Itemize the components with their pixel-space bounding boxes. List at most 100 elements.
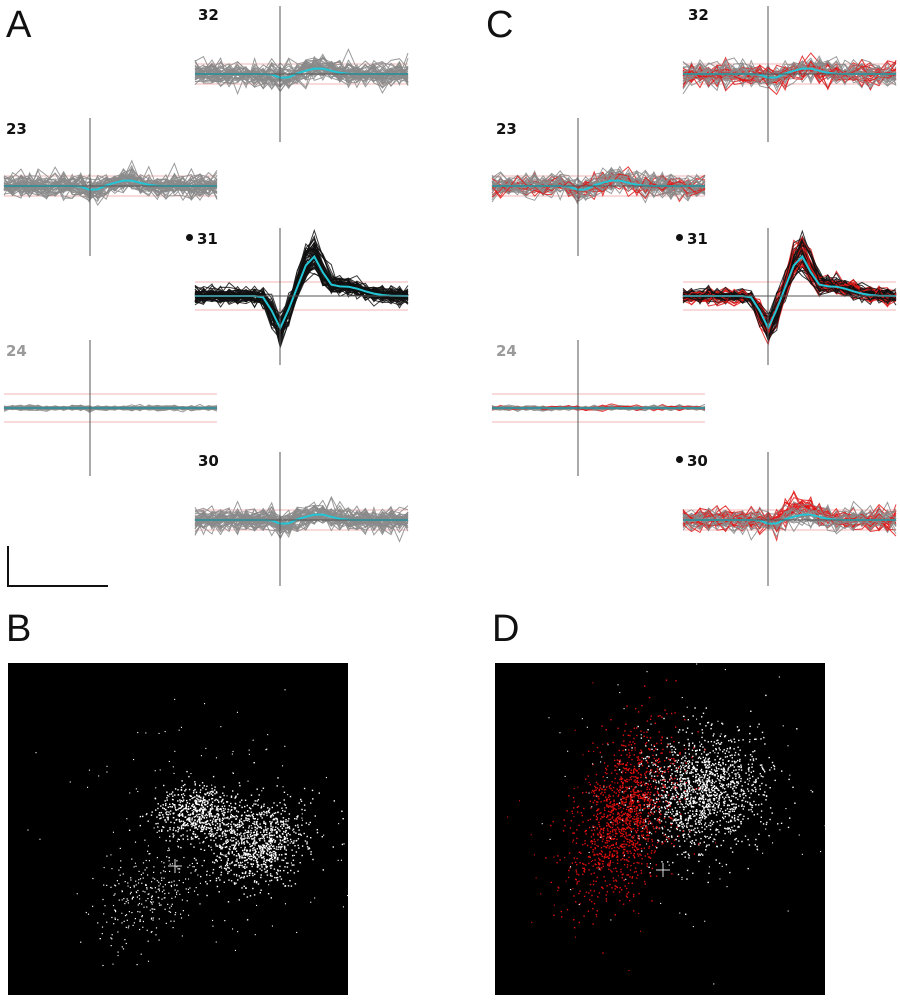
scatter-point <box>687 818 690 820</box>
scatter-point <box>599 751 601 754</box>
scatter-point <box>636 818 638 820</box>
scatter-point <box>687 767 689 769</box>
scatter-point <box>596 803 598 806</box>
scatter-point <box>628 749 630 751</box>
scatter-point <box>753 800 755 803</box>
scatter-point <box>279 875 281 878</box>
scatter-point <box>622 828 625 831</box>
scatter-point <box>268 884 270 886</box>
scatter-point <box>294 818 296 820</box>
scatter-point <box>220 801 223 803</box>
scatter-point <box>306 846 309 848</box>
scatter-point <box>254 856 256 858</box>
scatter-point <box>174 805 176 807</box>
scatter-point <box>636 734 638 737</box>
scatter-point <box>106 771 108 773</box>
scatter-point <box>637 789 639 792</box>
scatter-point <box>699 831 701 834</box>
scatter-point <box>253 821 255 823</box>
scatter-point <box>743 815 745 817</box>
scatter-point <box>139 920 141 922</box>
scatter-point <box>714 791 716 793</box>
scatter-point <box>626 796 629 798</box>
scatter-point <box>247 818 249 820</box>
scatter-point <box>227 852 230 855</box>
scatter-point <box>599 833 602 835</box>
scatter-point <box>719 780 721 782</box>
scatter-point <box>163 826 165 829</box>
scatter-point <box>263 810 265 813</box>
scatter-point <box>614 808 616 810</box>
scatter-point <box>198 817 200 819</box>
scatter-point <box>252 817 255 819</box>
scatter-point <box>219 835 221 837</box>
scatter-point <box>703 751 705 753</box>
scatter-point <box>638 862 640 864</box>
scatter-point <box>303 804 306 806</box>
scatter-point <box>646 770 648 773</box>
scatter-point <box>191 797 193 800</box>
scatter-point <box>685 762 687 764</box>
scatter-point <box>582 792 584 794</box>
scatter-point <box>605 846 607 849</box>
scatter-point <box>725 863 728 866</box>
scatter-point <box>314 897 316 899</box>
scatter-point <box>618 791 621 794</box>
scatter-point <box>562 830 565 832</box>
spike-trace <box>682 507 897 528</box>
scatter-point <box>165 812 167 814</box>
scatter-point <box>718 795 721 798</box>
scatter-point <box>135 880 137 882</box>
scatter-point <box>716 777 719 780</box>
scatter-point <box>731 754 733 756</box>
scatter-point <box>213 834 215 837</box>
scatter-point <box>219 796 222 798</box>
scatter-point <box>670 736 673 739</box>
scatter-point <box>170 821 172 823</box>
scatter-point <box>341 810 343 812</box>
scatter-point <box>103 884 105 886</box>
scatter-point <box>202 787 204 789</box>
scatter-point <box>113 894 115 896</box>
scatter-point <box>630 840 632 842</box>
scatter-point <box>716 845 718 848</box>
scatter-point <box>215 845 217 847</box>
scatter-point <box>583 871 586 873</box>
scatter-point <box>173 884 175 886</box>
cluster-scatter-d <box>495 663 825 995</box>
scatter-point <box>737 782 740 785</box>
scatter-point <box>612 795 615 797</box>
scatter-point <box>741 785 743 787</box>
scatter-point <box>583 863 585 866</box>
scatter-point <box>151 895 153 897</box>
scatter-point <box>684 755 686 757</box>
scatter-point <box>710 727 712 730</box>
scatter-point <box>635 808 637 810</box>
scatter-point <box>677 754 679 756</box>
scatter-point <box>683 744 685 746</box>
scatter-point <box>205 803 207 806</box>
scatter-point <box>158 939 160 941</box>
scatter-point <box>271 821 273 823</box>
scatter-point <box>761 767 764 769</box>
scatter-point <box>306 841 308 843</box>
scatter-point <box>718 862 721 864</box>
scatter-point <box>153 866 155 868</box>
scatter-point <box>612 810 614 812</box>
scatter-point <box>248 872 250 874</box>
scatter-point <box>765 823 768 826</box>
scatter-point <box>631 758 633 761</box>
scatter-point <box>702 712 705 714</box>
scatter-point <box>633 816 636 818</box>
scatter-point <box>197 809 199 812</box>
scatter-point <box>154 908 156 910</box>
scatter-point <box>702 805 704 807</box>
scatter-point <box>657 715 660 717</box>
scatter-point <box>692 771 694 774</box>
scatter-point <box>259 839 261 842</box>
scale-bar <box>7 546 108 587</box>
scatter-point <box>626 778 628 781</box>
scatter-point <box>721 785 723 788</box>
scatter-point <box>205 813 207 816</box>
scatter-point <box>231 827 233 829</box>
